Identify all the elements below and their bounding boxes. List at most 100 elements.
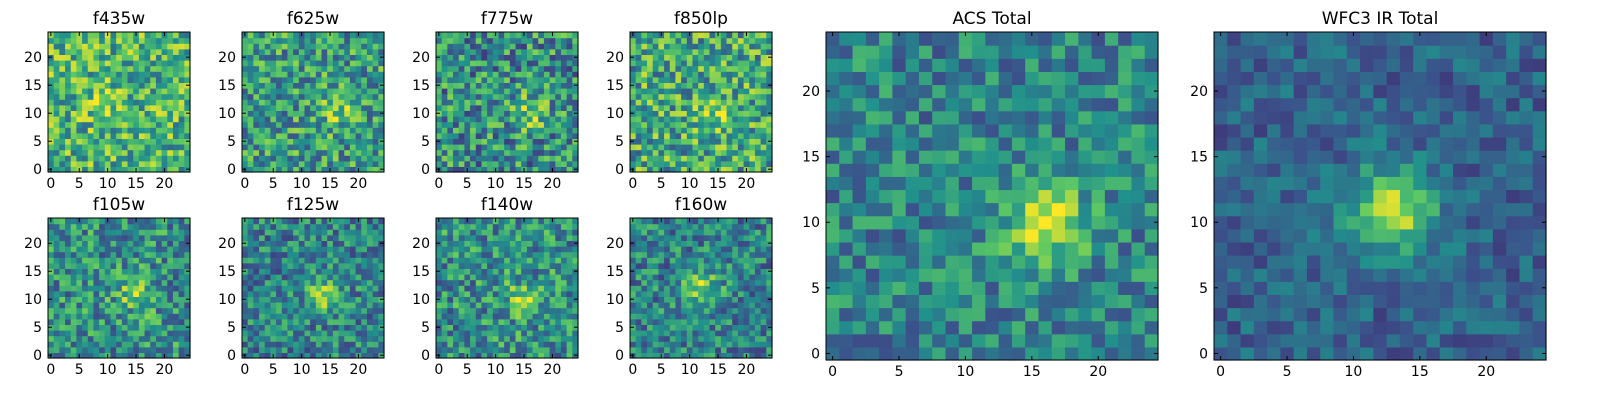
heatmap-cell: [167, 229, 174, 236]
heatmap-cell: [293, 104, 300, 111]
heatmap-cell: [264, 166, 271, 173]
heatmap-cell: [310, 234, 317, 241]
heatmap-cell: [766, 149, 773, 156]
heatmap-cell: [366, 268, 374, 275]
heatmap-cell: [110, 37, 117, 44]
heatmap-cell: [498, 290, 505, 297]
heatmap-cell: [487, 65, 494, 72]
heatmap-cell: [726, 60, 733, 67]
heatmap-cell: [247, 54, 254, 61]
heatmap-cell: [150, 166, 157, 173]
heatmap-cell: [161, 65, 168, 72]
heatmap-cell: [498, 37, 505, 44]
heatmap-cell: [65, 127, 72, 134]
heatmap-cell: [133, 346, 140, 353]
heatmap-cell: [361, 116, 368, 123]
heatmap-cell: [766, 32, 773, 39]
heatmap-cell: [658, 93, 665, 100]
heatmap-cell: [566, 346, 573, 353]
heatmap-cell: [99, 99, 106, 106]
heatmap-cell: [366, 76, 374, 83]
heatmap-cell: [172, 166, 180, 173]
heatmap-cell: [281, 240, 289, 247]
heatmap-cell: [515, 234, 522, 241]
heatmap-cell: [658, 48, 665, 55]
heatmap-cell: [664, 341, 671, 348]
heatmap-cell: [344, 48, 351, 55]
heatmap-cell: [127, 302, 134, 309]
heatmap-cell: [155, 43, 163, 50]
heatmap-cell: [332, 262, 340, 269]
heatmap-cell: [133, 268, 140, 275]
heatmap-cell: [652, 37, 659, 44]
heatmap-cell: [532, 60, 539, 67]
heatmap-cell: [310, 352, 317, 359]
heatmap-cell: [344, 246, 351, 253]
heatmap-cell: [538, 104, 545, 111]
heatmap-cell: [304, 296, 311, 303]
heatmap-cell: [470, 88, 477, 95]
heatmap-cell: [104, 330, 112, 337]
heatmap-cell: [65, 229, 72, 236]
heatmap-cell: [304, 279, 311, 286]
heatmap-cell: [247, 93, 254, 100]
heatmap-cell: [538, 155, 545, 162]
heatmap-cell: [270, 48, 277, 55]
heatmap-cell: [732, 37, 739, 44]
heatmap-cell: [743, 296, 750, 303]
heatmap-cell: [344, 290, 351, 297]
heatmap-cell: [720, 290, 728, 297]
heatmap-cell: [344, 166, 351, 173]
heatmap-cell: [253, 296, 260, 303]
heatmap-cell: [99, 149, 106, 156]
heatmap-cell: [366, 138, 374, 145]
heatmap-cell: [315, 99, 323, 106]
heatmap-cell: [464, 234, 471, 241]
heatmap-cell: [675, 43, 682, 50]
heatmap-cell: [760, 32, 767, 39]
heatmap-cell: [332, 218, 340, 225]
heatmap-cell: [355, 37, 362, 44]
heatmap-cell: [315, 229, 323, 236]
heatmap-cell: [270, 43, 277, 50]
heatmap-cell: [184, 318, 191, 325]
heatmap-cell: [464, 330, 471, 337]
heatmap-cell: [327, 335, 334, 342]
heatmap-cell: [458, 88, 465, 95]
heatmap-cell: [172, 76, 180, 83]
heatmap-cell: [65, 352, 72, 359]
heatmap-cell: [658, 313, 665, 320]
heatmap-cell: [481, 251, 488, 258]
heatmap-cell: [264, 279, 271, 286]
heatmap-cell: [732, 104, 739, 111]
heatmap-cell: [470, 43, 477, 50]
heatmap-cell: [293, 71, 300, 78]
heatmap-cell: [521, 132, 528, 139]
heatmap-cell: [298, 240, 306, 247]
heatmap-cell: [464, 290, 471, 297]
heatmap-cell: [504, 218, 511, 225]
heatmap-cell: [538, 82, 545, 89]
heatmap-cell: [703, 290, 711, 297]
heatmap-cell: [492, 132, 500, 139]
heatmap-cell: [150, 37, 157, 44]
heatmap-cell: [144, 32, 151, 39]
heatmap-cell: [560, 346, 568, 353]
heatmap-cell: [327, 93, 334, 100]
heatmap-cell: [715, 335, 722, 342]
heatmap-cell: [366, 60, 374, 67]
heatmap-cell: [464, 116, 471, 123]
heatmap-cell: [99, 32, 106, 39]
heatmap-cell: [287, 93, 294, 100]
heatmap-cell: [509, 138, 517, 145]
heatmap-cell: [555, 307, 562, 314]
heatmap-cell: [48, 104, 55, 111]
heatmap-cell: [549, 99, 556, 106]
heatmap-cell: [344, 274, 351, 281]
heatmap-cell: [749, 346, 756, 353]
heatmap-cell: [53, 71, 60, 78]
heatmap-cell: [481, 99, 488, 106]
heatmap-cell: [732, 335, 739, 342]
heatmap-cell: [481, 274, 488, 281]
heatmap-cell: [70, 99, 77, 106]
